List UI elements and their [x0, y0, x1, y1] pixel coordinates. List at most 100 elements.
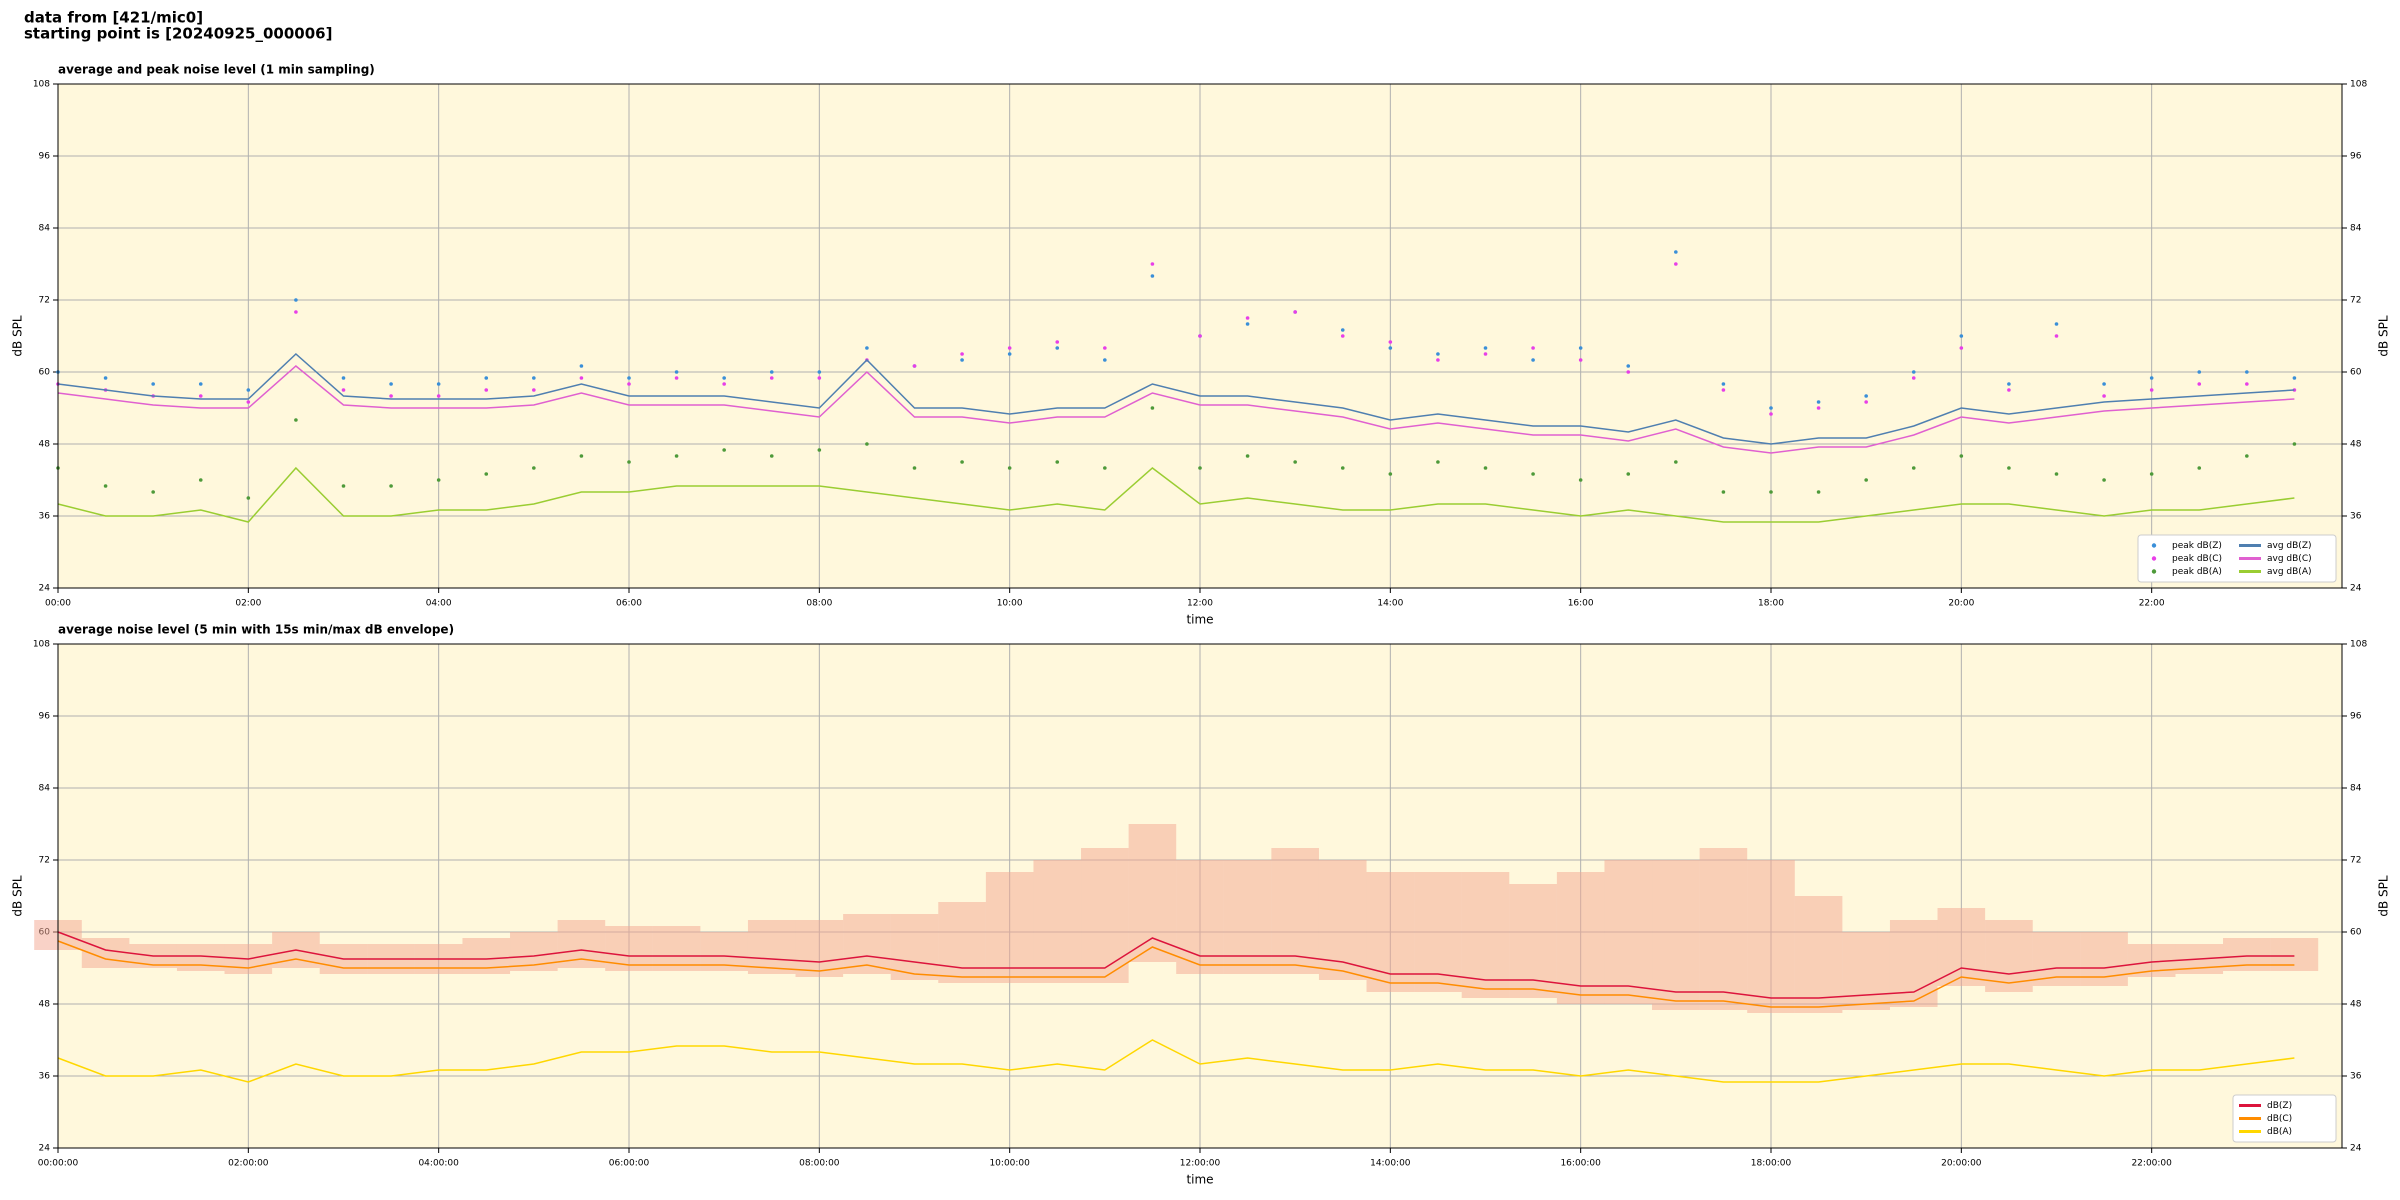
legend-label: peak dB(Z) — [2172, 541, 2222, 551]
peak-point — [1864, 400, 1868, 404]
peak-point — [579, 376, 584, 380]
envelope-band — [1794, 896, 1843, 1013]
envelope-band — [557, 920, 606, 968]
y-axis-label: dB SPL — [2377, 875, 2391, 917]
envelope-band — [985, 872, 1034, 983]
peak-point — [532, 388, 536, 392]
peak-point — [1721, 490, 1726, 494]
envelope-band — [1509, 884, 1557, 998]
series-line — [57, 352, 2295, 445]
legend-box — [2137, 534, 2337, 583]
legend-marker — [2151, 543, 2157, 548]
legend-label: avg dB(Z) — [2267, 541, 2312, 551]
y-tick-label: 60 — [2350, 928, 2362, 938]
peak-point — [2007, 388, 2011, 392]
legend-label: dB(A) — [2267, 1127, 2292, 1137]
x-tick-label: 12:00:00 — [1180, 1159, 1221, 1169]
peak-point — [865, 442, 869, 446]
peak-point — [2054, 334, 2059, 338]
y-tick-label: 72 — [2350, 296, 2361, 306]
peak-point — [246, 400, 251, 404]
peak-point — [2102, 478, 2106, 482]
peak-point — [722, 382, 726, 386]
peak-point — [627, 382, 631, 386]
x-tick-label: 10:00:00 — [989, 1159, 1030, 1169]
envelope-band — [795, 920, 844, 977]
peak-point — [1816, 490, 1821, 494]
x-axis-label: time — [1186, 1173, 1213, 1187]
envelope-band — [1556, 872, 1605, 1004]
peak-point — [817, 448, 822, 452]
legend-label: avg dB(C) — [2267, 554, 2312, 564]
peak-point — [1007, 346, 1012, 350]
peak-point — [1436, 460, 1440, 464]
y-tick-label: 108 — [33, 640, 50, 650]
y-axis-label: dB SPL — [2377, 315, 2391, 357]
peak-point — [1674, 262, 1678, 266]
y-tick-label: 108 — [33, 80, 50, 90]
y-tick-label: 36 — [39, 1072, 51, 1082]
series-line — [57, 466, 2295, 523]
x-tick-label: 16:00:00 — [1560, 1159, 1601, 1169]
y-tick-label: 96 — [39, 712, 51, 722]
y-tick-label: 108 — [2350, 640, 2367, 650]
peak-point — [1531, 472, 1535, 476]
peak-point — [674, 454, 679, 458]
envelope-band — [1414, 872, 1462, 992]
legend-label: dB(Z) — [2267, 1101, 2292, 1111]
y-tick-label: 48 — [39, 440, 51, 450]
peak-point — [1721, 382, 1726, 386]
envelope-band — [1461, 872, 1510, 998]
y-tick-label: 36 — [2350, 1072, 2362, 1082]
peak-point — [2054, 472, 2059, 476]
peak-point — [2292, 376, 2297, 380]
peak-point — [1293, 310, 1297, 314]
peak-point — [1626, 370, 1631, 374]
peak-point — [1103, 346, 1107, 350]
y-tick-label: 48 — [39, 1000, 51, 1010]
peak-point — [1007, 466, 1012, 470]
peak-point — [1626, 364, 1631, 368]
y-tick-label: 96 — [2350, 712, 2362, 722]
peak-point — [1007, 352, 1012, 356]
peak-point — [1388, 340, 1393, 344]
y-tick-label: 84 — [39, 784, 51, 794]
peak-point — [294, 310, 298, 314]
envelope-band — [2032, 932, 2081, 986]
peak-point — [1388, 346, 1393, 350]
peak-point — [1578, 358, 1583, 362]
peak-point — [436, 394, 441, 398]
peak-point — [294, 418, 298, 422]
x-tick-label: 22:00:00 — [2131, 1159, 2172, 1169]
peak-point — [2007, 466, 2011, 470]
envelope-band — [1604, 860, 1653, 1004]
peak-point — [1340, 466, 1345, 470]
peak-point — [1293, 460, 1297, 464]
peak-point — [436, 478, 441, 482]
x-tick-label: 00:00 — [45, 599, 71, 609]
y-tick-label: 108 — [2350, 80, 2367, 90]
peak-point — [1055, 460, 1060, 464]
x-tick-label: 00:00:00 — [38, 1159, 79, 1169]
peak-point — [532, 376, 536, 380]
peak-point — [1864, 394, 1868, 398]
peak-point — [1245, 316, 1250, 320]
peak-point — [960, 352, 964, 356]
peak-point — [722, 448, 726, 452]
peak-point — [1816, 406, 1821, 410]
legend-label: dB(C) — [2267, 1114, 2292, 1124]
y-tick-label: 72 — [2350, 856, 2361, 866]
peak-point — [2149, 472, 2154, 476]
envelope-band — [1652, 860, 1700, 1010]
peak-point — [341, 484, 346, 488]
y-tick-label: 72 — [39, 856, 50, 866]
chart-title: average and peak noise level (1 min samp… — [58, 63, 375, 77]
peak-point — [579, 454, 584, 458]
peak-point — [1721, 388, 1726, 392]
peak-point — [1769, 406, 1773, 410]
peak-point — [1436, 352, 1440, 356]
peak-point — [341, 376, 346, 380]
legend-label: avg dB(A) — [2267, 567, 2311, 577]
peak-point — [2245, 370, 2249, 374]
peak-point — [722, 376, 726, 380]
